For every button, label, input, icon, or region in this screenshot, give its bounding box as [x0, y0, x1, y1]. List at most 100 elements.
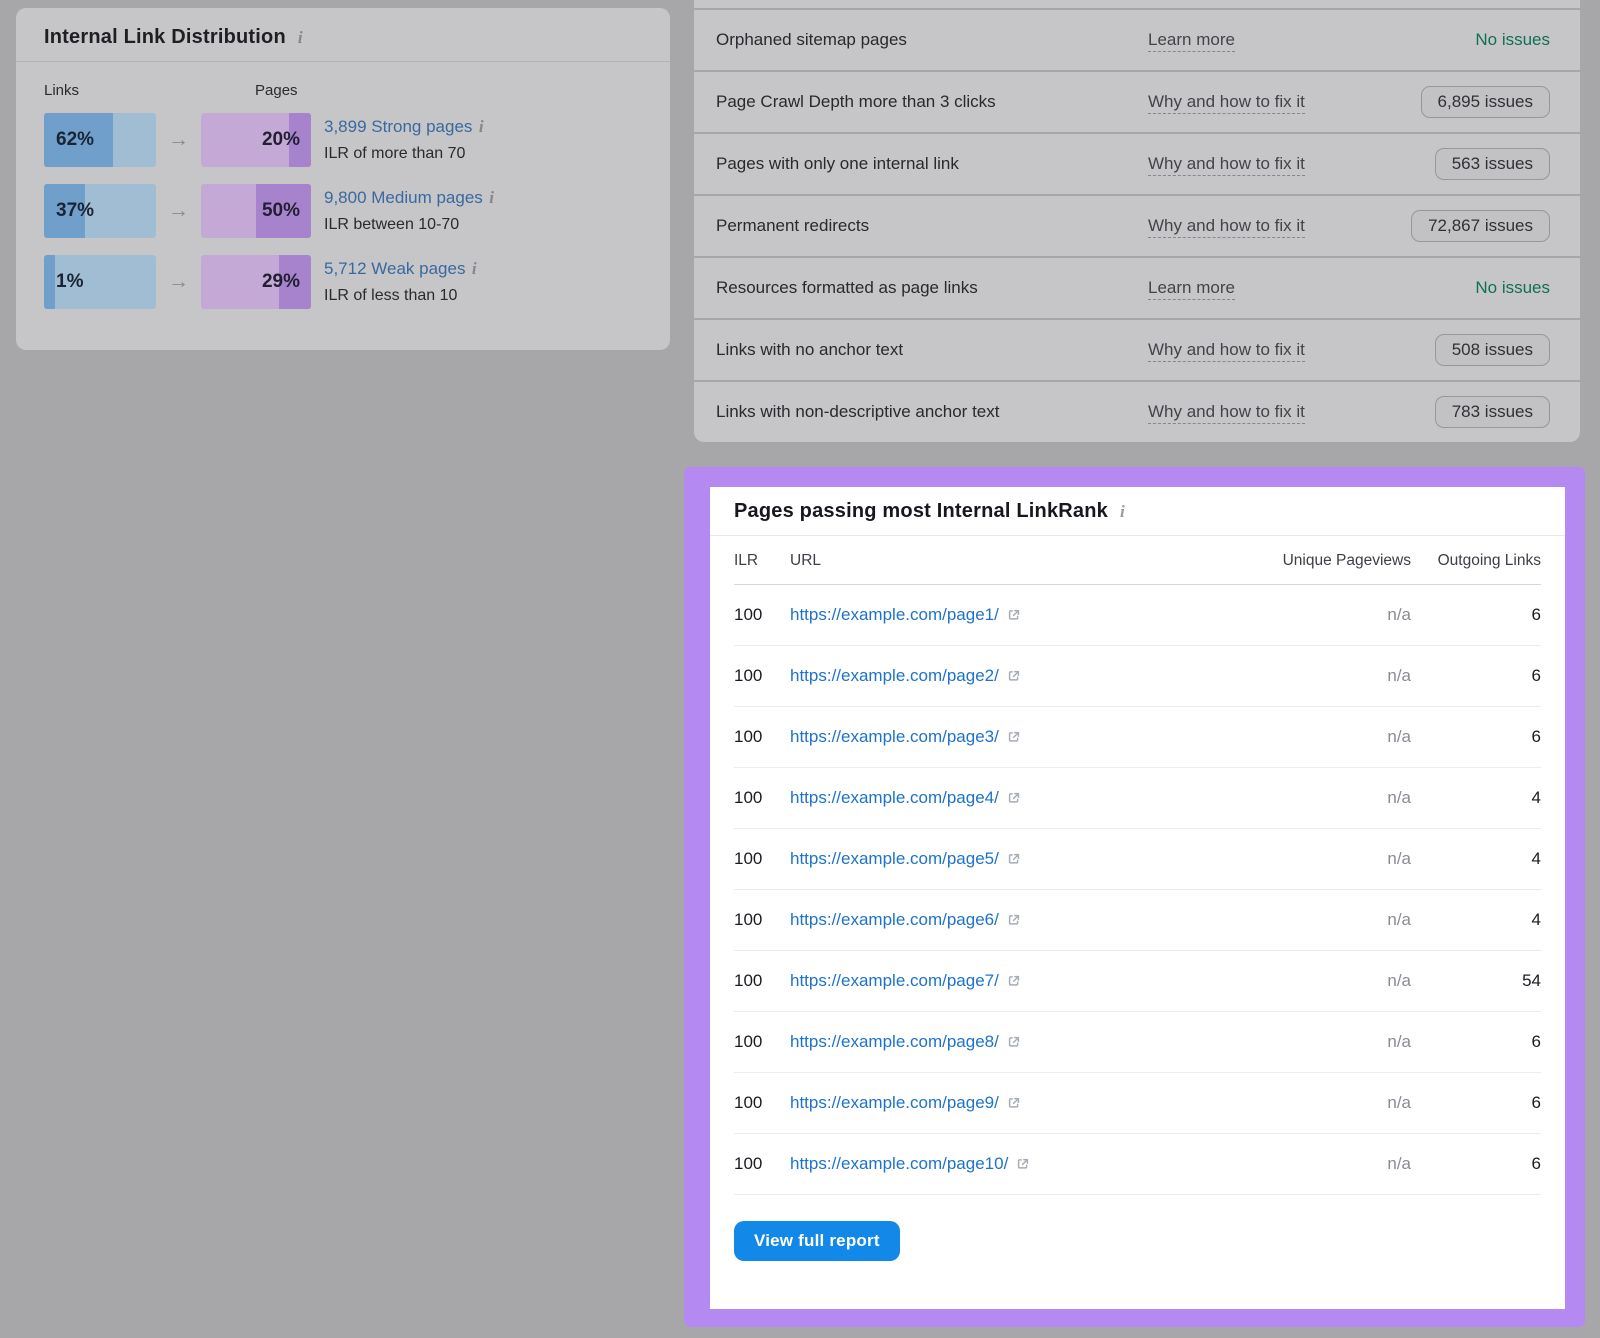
issue-help-link[interactable]: Why and how to fix it	[1148, 216, 1305, 238]
info-icon[interactable]: i	[297, 28, 303, 47]
page-url-link[interactable]: https://example.com/page6/	[790, 910, 999, 929]
unique-pageviews-value: n/a	[1387, 1032, 1411, 1051]
ilr-range-label: ILR of more than 70	[324, 144, 466, 162]
table-row: 100 https://example.com/page7/ n/a 54	[734, 951, 1541, 1012]
distribution-rows: 62% → 20% 3,899 Strong pages i ILR of mo…	[44, 113, 670, 309]
pages-percent-label: 29%	[261, 271, 300, 292]
outgoing-links-value: 6	[1531, 1093, 1541, 1112]
pages-bar-fill	[289, 113, 311, 167]
issue-label: Pages with only one internal link	[716, 154, 959, 173]
pages-bar-fill	[279, 255, 311, 309]
external-link-icon[interactable]	[1006, 1095, 1022, 1111]
table-row: 100 https://example.com/page5/ n/a 4	[734, 829, 1541, 890]
ilr-value: 100	[734, 910, 763, 929]
issue-row: Permanent redirects Why and how to fix i…	[694, 196, 1580, 256]
issue-help-link[interactable]: Why and how to fix it	[1148, 154, 1305, 176]
distribution-card-title: Internal Link Distribution	[44, 26, 286, 48]
page-url-link[interactable]: https://example.com/page4/	[790, 788, 999, 807]
page-url-link[interactable]: https://example.com/page9/	[790, 1093, 999, 1112]
unique-pageviews-value: n/a	[1387, 666, 1411, 685]
external-link-icon[interactable]	[1006, 973, 1022, 989]
distribution-card-body: Links Pages 62% → 20% 3,899 Strong pages…	[16, 62, 670, 309]
view-full-report-button[interactable]: View full report	[734, 1221, 900, 1261]
issue-row-partial	[694, 0, 1580, 8]
pages-bar: 50%	[201, 184, 311, 238]
outgoing-links-value: 6	[1531, 666, 1541, 685]
info-icon[interactable]: i	[471, 258, 477, 278]
ilr-range-label: ILR between 10-70	[324, 215, 460, 233]
info-icon[interactable]: i	[1119, 502, 1125, 521]
page-strength-link[interactable]: 9,800 Medium pages	[324, 187, 483, 207]
linkrank-card-footer: View full report	[710, 1195, 1565, 1261]
links-column-label: Links	[44, 82, 80, 99]
links-bar: 37%	[44, 184, 156, 238]
issue-label: Links with no anchor text	[716, 340, 904, 359]
links-bar-fill	[44, 113, 114, 167]
table-row: 100 https://example.com/page2/ n/a 6	[734, 646, 1541, 707]
issue-count-badge[interactable]: 72,867 issues	[1411, 210, 1550, 242]
issue-help-link[interactable]: Why and how to fix it	[1148, 92, 1305, 114]
page-url-link[interactable]: https://example.com/page10/	[790, 1154, 1009, 1173]
outgoing-links-value: 6	[1531, 1032, 1541, 1051]
issue-help-link[interactable]: Learn more	[1148, 30, 1235, 52]
issue-count-badge[interactable]: 563 issues	[1434, 148, 1550, 180]
page-strength-link[interactable]: 3,899 Strong pages	[324, 116, 473, 136]
arrow-right-icon: →	[168, 128, 189, 151]
links-percent-label: 1%	[56, 271, 84, 292]
issue-help-link[interactable]: Learn more	[1148, 278, 1235, 300]
info-icon[interactable]: i	[478, 116, 484, 136]
outgoing-links-value: 6	[1531, 1154, 1541, 1173]
ilr-value: 100	[734, 605, 763, 624]
issue-row: Links with no anchor text Why and how to…	[694, 320, 1580, 380]
external-link-icon[interactable]	[1006, 729, 1022, 745]
linkrank-card-header: Pages passing most Internal LinkRank i	[710, 487, 1565, 536]
issue-row: Links with non-descriptive anchor text W…	[694, 382, 1580, 442]
distribution-row: 37% → 50% 9,800 Medium pages i ILR betwe…	[44, 184, 670, 238]
page-url-link[interactable]: https://example.com/page7/	[790, 971, 999, 990]
column-header-url: URL	[790, 552, 822, 569]
links-percent-label: 62%	[56, 129, 95, 150]
external-link-icon[interactable]	[1006, 1034, 1022, 1050]
issue-row: Orphaned sitemap pages Learn more No iss…	[694, 10, 1580, 70]
pages-bar-fill	[256, 184, 311, 238]
page-url-link[interactable]: https://example.com/page1/	[790, 605, 999, 624]
page-url-link[interactable]: https://example.com/page3/	[790, 727, 999, 746]
page-url-link[interactable]: https://example.com/page2/	[790, 666, 999, 685]
issue-count-badge[interactable]: 508 issues	[1434, 334, 1550, 366]
issue-status-text: No issues	[1475, 278, 1550, 297]
issue-help-link[interactable]: Why and how to fix it	[1148, 402, 1305, 424]
unique-pageviews-value: n/a	[1387, 910, 1411, 929]
ilr-value: 100	[734, 1154, 763, 1173]
info-icon[interactable]: i	[489, 187, 494, 207]
outgoing-links-value: 4	[1531, 849, 1541, 868]
issue-row: Resources formatted as page links Learn …	[694, 258, 1580, 318]
links-percent-label: 37%	[56, 200, 95, 221]
distribution-row: 1% → 29% 5,712 Weak pages i ILR of less …	[44, 255, 670, 309]
table-row: 100 https://example.com/page10/ n/a 6	[734, 1134, 1541, 1195]
outgoing-links-value: 6	[1531, 605, 1541, 624]
external-link-icon[interactable]	[1006, 607, 1022, 623]
external-link-icon[interactable]	[1006, 851, 1022, 867]
page-strength-link[interactable]: 5,712 Weak pages	[324, 258, 466, 278]
external-link-icon[interactable]	[1006, 668, 1022, 684]
page-url-link[interactable]: https://example.com/page8/	[790, 1032, 999, 1051]
table-row: 100 https://example.com/page9/ n/a 6	[734, 1073, 1541, 1134]
issue-row: Pages with only one internal link Why an…	[694, 134, 1580, 194]
issue-count-badge[interactable]: 783 issues	[1434, 396, 1550, 428]
external-link-icon[interactable]	[1006, 790, 1022, 806]
issue-row: Page Crawl Depth more than 3 clicks Why …	[694, 72, 1580, 132]
outgoing-links-value: 4	[1531, 788, 1541, 807]
issue-help-link[interactable]: Why and how to fix it	[1148, 340, 1305, 362]
external-link-icon[interactable]	[1015, 1156, 1031, 1172]
internal-link-distribution-card: Internal Link Distribution i Links Pages…	[16, 8, 670, 350]
linkrank-table: ILR URL Unique Pageviews Outgoing Links …	[710, 552, 1565, 1195]
issue-count-badge[interactable]: 6,895 issues	[1420, 86, 1550, 118]
links-bar-fill	[44, 184, 86, 238]
page-url-link[interactable]: https://example.com/page5/	[790, 849, 999, 868]
pages-percent-label: 20%	[261, 129, 300, 150]
links-bar: 1%	[44, 255, 156, 309]
issue-label: Orphaned sitemap pages	[716, 30, 907, 49]
ilr-value: 100	[734, 1093, 763, 1112]
table-row: 100 https://example.com/page8/ n/a 6	[734, 1012, 1541, 1073]
external-link-icon[interactable]	[1006, 912, 1022, 928]
